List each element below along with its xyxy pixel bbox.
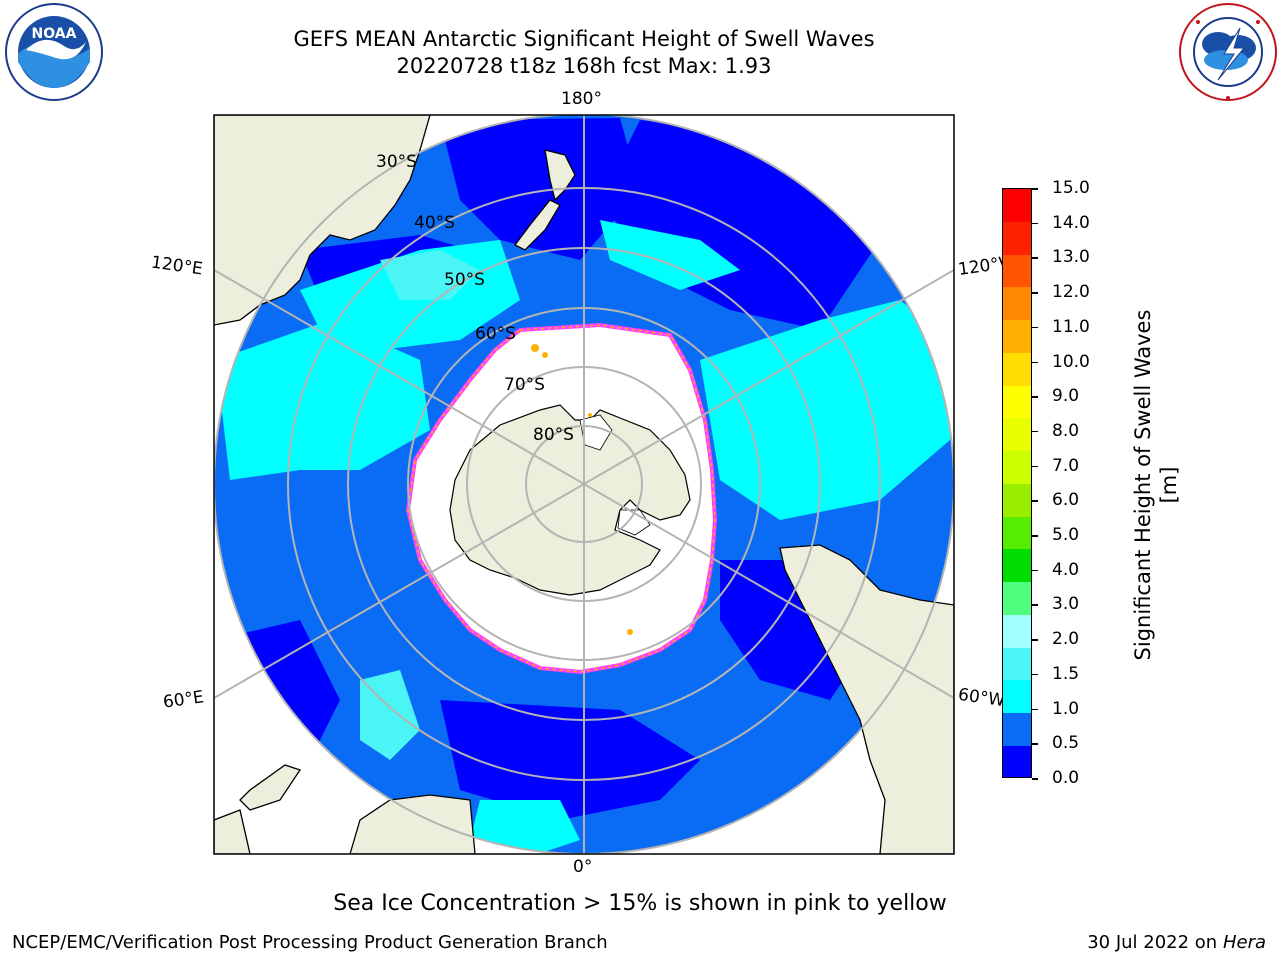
title-line-2: 20220728 t18z 168h fcst Max: 1.93 [396, 54, 772, 78]
lat-label-60s: 60°S [475, 324, 516, 344]
colorbar-tick-label: 8.0 [1052, 420, 1080, 441]
colorbar-tick-mark [1032, 535, 1038, 537]
colorbar-tick-mark [1032, 743, 1038, 745]
colorbar-segment [1003, 483, 1031, 517]
sea-ice-caption: Sea Ice Concentration > 15% is shown in … [333, 891, 947, 916]
colorbar-tick-mark [1032, 257, 1038, 259]
colorbar-segment [1003, 287, 1031, 321]
new-zealand-north [544, 149, 576, 202]
australia [214, 115, 431, 326]
colorbar-tick-label: 1.5 [1052, 663, 1080, 684]
colorbar-segment [1003, 614, 1031, 648]
colorbar-tick-mark [1032, 326, 1038, 329]
colorbar-tick-mark [1032, 639, 1038, 641]
colorbar-tick-mark [1032, 465, 1038, 468]
footer-host: Hera [1222, 932, 1266, 953]
colorbar-tick-mark [1032, 778, 1038, 780]
colorbar-segment [1003, 385, 1031, 419]
colorbar-tick-label: 1.0 [1052, 698, 1080, 719]
colorbar-segment [1003, 221, 1031, 255]
colorbar-segment [1003, 680, 1031, 714]
lon-label-0: 0° [573, 857, 593, 877]
colorbar-tick-label: 15.0 [1052, 178, 1090, 198]
colorbar-tick-mark [1032, 292, 1038, 294]
lat-label-70s: 70°S [504, 375, 545, 395]
swell-zone-high-indian-west [216, 320, 430, 480]
lon-label-180: 180° [561, 89, 602, 109]
swell-zone-low-north [440, 118, 640, 260]
colorbar-tick-label: 10.0 [1052, 351, 1090, 372]
lat-label-50s: 50°S [444, 270, 485, 290]
footer-date-text: 30 Jul 2022 on [1087, 932, 1223, 953]
colorbar-tick-mark [1032, 569, 1038, 572]
swell-zone-high-east-pacific [700, 300, 950, 520]
colorbar-segment [1003, 582, 1031, 615]
colorbar-tick-label: 3.0 [1052, 594, 1080, 615]
colorbar-tick-label: 11.0 [1052, 316, 1090, 337]
colorbar-tick-label: 0.0 [1052, 768, 1080, 788]
colorbar-tick-label: 12.0 [1052, 282, 1090, 303]
colorbar-segment [1003, 352, 1031, 386]
colorbar-tick-mark [1032, 361, 1038, 364]
colorbar-segment [1003, 451, 1031, 484]
swell-zone-high-pacific-strip [600, 220, 740, 290]
colorbar-tick-mark [1032, 673, 1038, 676]
colorbar-tick-mark [1032, 188, 1038, 190]
swell-zone-low-atlantic [440, 700, 700, 820]
colorbar-tick-label: 0.5 [1052, 733, 1080, 754]
colorbar-segment [1003, 418, 1031, 452]
nws-logo [1179, 3, 1277, 101]
africa-south [349, 794, 476, 854]
colorbar-tick-label: 5.0 [1052, 525, 1080, 546]
africa-east [214, 809, 251, 854]
colorbar-segment [1003, 189, 1031, 222]
colorbar-tick-label: 6.0 [1052, 490, 1080, 511]
colorbar-segment [1003, 320, 1031, 353]
colorbar-tick-mark [1032, 604, 1038, 606]
madagascar [239, 764, 302, 811]
colorbar-tick-label: 7.0 [1052, 455, 1080, 476]
colorbar-segment [1003, 254, 1031, 288]
colorbar-tick-mark [1032, 708, 1038, 711]
colorbar-tick-label: 2.0 [1052, 629, 1080, 650]
lat-label-30s: 30°S [376, 152, 417, 172]
footer-date: 30 Jul 2022 on Hera [1087, 932, 1266, 953]
colorbar-tick-mark [1032, 396, 1038, 398]
colorbar [1002, 188, 1032, 778]
footer-credit: NCEP/EMC/Verification Post Processing Pr… [12, 932, 608, 953]
colorbar-tick-mark [1032, 222, 1038, 225]
colorbar-label: Significant Height of Swell Waves [m] [1131, 309, 1181, 661]
colorbar-segment [1003, 516, 1031, 550]
colorbar-segment [1003, 746, 1031, 777]
map-frame [213, 114, 955, 855]
colorbar-tick-label: 4.0 [1052, 559, 1080, 580]
new-zealand-south [514, 199, 561, 251]
lat-label-40s: 40°S [414, 213, 455, 233]
svg-text:NOAA: NOAA [32, 26, 77, 42]
colorbar-segment [1003, 713, 1031, 747]
colorbar-tick-mark [1032, 500, 1038, 502]
colorbar-tick-label: 13.0 [1052, 247, 1090, 268]
noaa-logo: NOAA [5, 3, 103, 101]
lat-label-80s: 80°S [533, 425, 574, 445]
title-line-1: GEFS MEAN Antarctic Significant Height o… [293, 27, 875, 51]
colorbar-segment [1003, 549, 1031, 583]
colorbar-tick-label: 14.0 [1052, 212, 1090, 233]
colorbar-tick-mark [1032, 430, 1038, 433]
meridian-120e-60w [214, 269, 954, 699]
colorbar-tick-label: 9.0 [1052, 386, 1080, 407]
colorbar-segment [1003, 647, 1031, 681]
